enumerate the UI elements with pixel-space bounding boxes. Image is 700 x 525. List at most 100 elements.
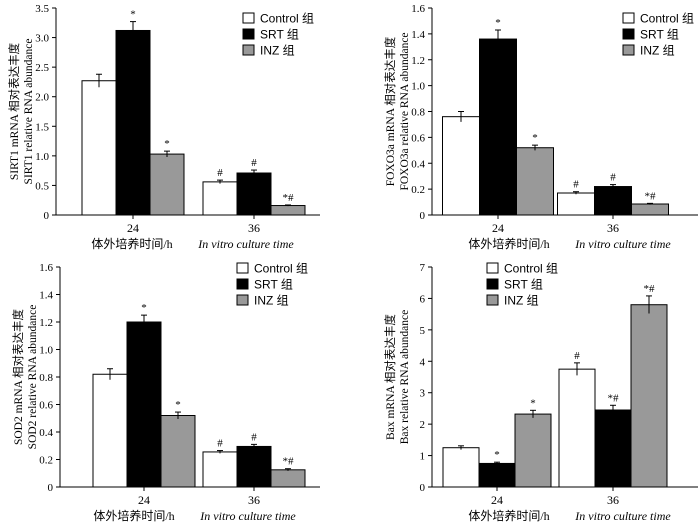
significance-mark: * — [164, 138, 170, 150]
x-axis-label-cn: 体外培养时间/h — [468, 508, 549, 523]
y-tick-label: 0.4 — [39, 427, 53, 439]
y-tick-label: 1.4 — [39, 290, 53, 302]
y-tick-label: 1.6 — [39, 262, 53, 274]
significance-mark: * — [530, 397, 536, 409]
y-tick-label: 0.6 — [39, 400, 53, 412]
x-category-label: 24 — [127, 221, 139, 235]
y-tick-label: 6 — [420, 293, 426, 305]
chart-panel-4: 0 1 2 3 4 5 6 7 24 36 # * *# * *# Control 组 SRT 组 INZ 组 Ba… — [383, 262, 698, 523]
significance-mark: *# — [644, 283, 656, 295]
bar-2-1 — [478, 462, 516, 488]
significance-mark: * — [532, 132, 538, 144]
legend-swatch — [242, 12, 255, 24]
significance-mark: # — [251, 157, 257, 169]
legend-swatch — [236, 262, 249, 274]
bar-2-2 — [236, 445, 272, 488]
legend-label: SRT 组 — [254, 278, 293, 292]
bar-2-1 — [115, 29, 151, 216]
legend-swatch — [242, 44, 255, 56]
significance-mark: # — [574, 350, 580, 362]
y-axis-label-en: FOXO3a relative RNA abundance — [399, 32, 411, 190]
y-tick-label: 0 — [44, 210, 50, 222]
y-tick-label: 0 — [420, 210, 426, 222]
legend-label: INZ 组 — [504, 294, 539, 308]
significance-mark: # — [217, 167, 223, 179]
x-axis-label-cn: 体外培养时间/h — [91, 236, 172, 251]
significance-mark: * — [494, 449, 500, 461]
y-tick-label: 0.8 — [411, 107, 425, 119]
y-tick-label: 7 — [420, 262, 426, 274]
legend-label: Control 组 — [504, 262, 558, 276]
x-axis-label-en: In vitro culture time — [197, 237, 294, 251]
x-category-label: 36 — [248, 221, 260, 235]
y-tick-label: 1.2 — [411, 55, 425, 67]
y-axis-label-en: SIRT1 relative RNA abundance — [23, 39, 35, 185]
y-tick-label: 4 — [420, 356, 426, 368]
significance-mark: *# — [645, 190, 657, 202]
legend-label: INZ 组 — [260, 44, 295, 58]
x-axis-label-cn: 体外培养时间/h — [468, 236, 549, 251]
legend-swatch — [486, 278, 499, 290]
legend-swatch — [486, 294, 499, 306]
x-axis-label-en: In vitro culture time — [574, 237, 671, 251]
bar-2-2 — [236, 172, 272, 216]
bar-1-1 — [92, 373, 128, 488]
legend-label: SRT 组 — [640, 28, 679, 42]
significance-mark: # — [573, 179, 579, 191]
bar-1-2 — [202, 451, 238, 488]
bar-3-1 — [516, 147, 554, 216]
y-tick-label: 3.5 — [35, 3, 49, 15]
y-tick-label: 0.2 — [411, 184, 425, 196]
legend-swatch — [242, 28, 255, 40]
y-axis-label-en: SOD2 relative RNA abundance — [27, 305, 39, 450]
y-tick-label: 0.8 — [39, 372, 53, 384]
bar-3-2 — [270, 205, 306, 216]
significance-mark: # — [217, 438, 223, 450]
y-tick-label: 0 — [48, 482, 54, 494]
bar-3-2 — [630, 304, 668, 488]
bar-2-1 — [126, 321, 162, 488]
bar-2-1 — [479, 38, 517, 216]
legend-label: INZ 组 — [640, 44, 675, 58]
chart-panel-2: 00.20.40.60.81.01.21.41.624 36#*#**#Contr… — [383, 3, 698, 251]
bar-3-1 — [160, 415, 196, 488]
legend-label: Control 组 — [260, 12, 314, 26]
bar-1-2 — [558, 368, 596, 488]
y-tick-label: 1.0 — [35, 151, 49, 163]
significance-mark: *# — [283, 192, 295, 204]
legend-label: Control 组 — [254, 262, 308, 276]
legend-swatch — [486, 262, 499, 274]
x-axis-label-en: In vitro culture time — [574, 509, 671, 523]
y-axis-label-cn: Bax mRNA 相对表达丰度 — [383, 314, 397, 440]
chart-panel-1: 00.51.01.52.02.53.03.524 36#*#**#Control … — [7, 3, 320, 251]
y-axis-label-cn: SIRT1 mRNA 相对表达丰度 — [7, 42, 21, 180]
significance-mark: * — [175, 399, 181, 411]
x-category-label: 36 — [607, 221, 619, 235]
bar-2-2 — [594, 409, 632, 488]
x-category-label: 24 — [138, 493, 150, 507]
legend-swatch — [236, 294, 249, 306]
bar-3-1 — [514, 413, 552, 488]
legend-swatch — [622, 12, 635, 24]
bar-1-1 — [442, 447, 480, 488]
chart-panel-3: 00.20.40.60.81.01.21.41.624 36#*#**#Contr… — [11, 262, 320, 523]
legend-swatch — [622, 44, 635, 56]
legend-label: Control 组 — [640, 12, 694, 26]
bar-3-2 — [270, 469, 306, 488]
y-tick-label: 0.2 — [39, 455, 53, 467]
bar-1-2 — [202, 181, 238, 216]
bar-2-2 — [594, 186, 632, 216]
x-category-label: 24 — [491, 493, 503, 507]
legend-swatch — [236, 278, 249, 290]
y-tick-label: 1.4 — [411, 29, 425, 41]
significance-mark: # — [610, 172, 616, 184]
y-tick-label: 1.6 — [411, 3, 425, 15]
y-tick-label: 0.6 — [411, 132, 425, 144]
significance-mark: * — [495, 17, 501, 29]
bar-3-1 — [149, 153, 185, 216]
y-tick-label: 1.2 — [39, 317, 53, 329]
legend-label: SRT 组 — [504, 278, 543, 292]
bar-1-2 — [557, 192, 595, 216]
significance-mark: * — [141, 302, 147, 314]
